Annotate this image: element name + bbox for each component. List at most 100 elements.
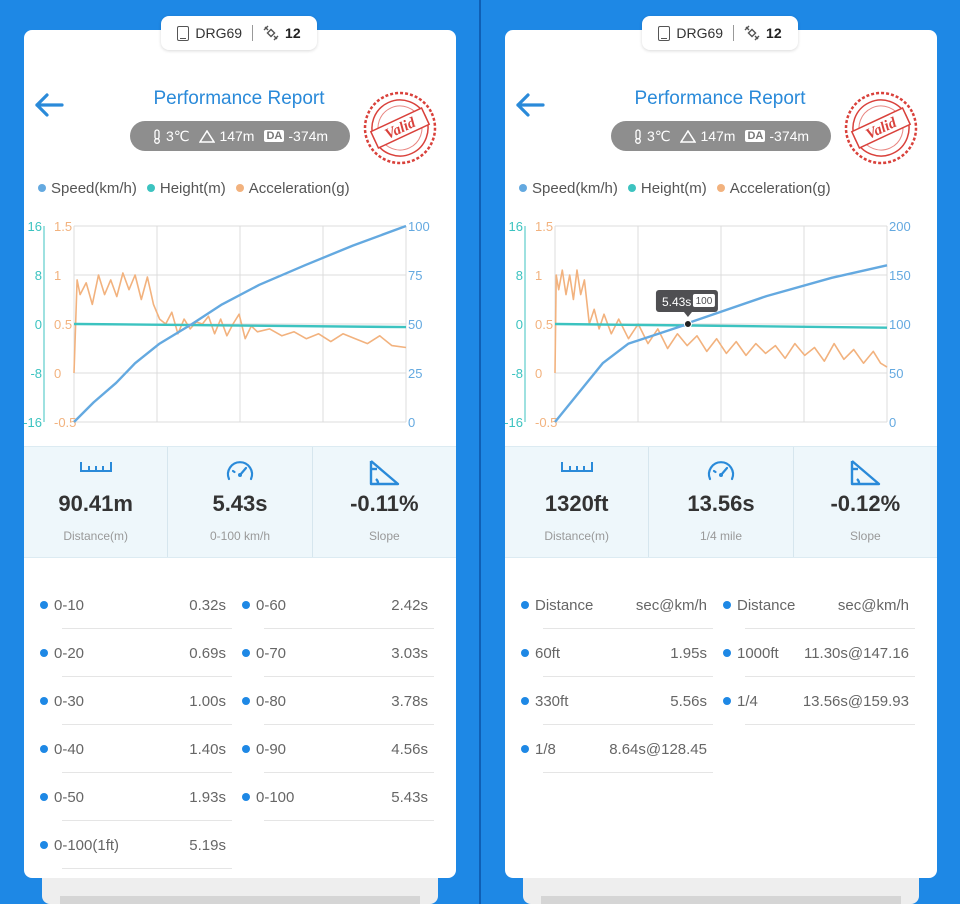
result-label: 0-90 <box>256 740 287 758</box>
valid-stamp: Valid <box>844 91 918 165</box>
speed_axis-tick-label: 25 <box>408 366 422 381</box>
stat-value: 13.56s <box>687 491 755 516</box>
speed_axis-tick-label: 75 <box>408 268 422 283</box>
result-label: Distance <box>535 596 594 614</box>
result-label: Distance <box>737 596 796 614</box>
result-value: sec@km/h <box>837 596 909 614</box>
satellite-icon <box>263 25 279 41</box>
page-title: Performance Report <box>634 88 806 109</box>
performance-chart[interactable]: 16 8 0 -8 -16 1.5 1 0.5 0 -0.5 200 150 100 50 0 5.43s 10… <box>505 204 937 454</box>
result-label: 1000ft <box>737 644 779 662</box>
screenshot-divider <box>479 0 481 904</box>
speed_axis-tick-label: 150 <box>889 268 911 283</box>
result-value: 3.03s <box>391 644 428 662</box>
summary-stats: 1320ft Distance(m) 13.56s 1/4 mile -0.12% Slo… <box>505 446 937 558</box>
speed_axis-tick-label: 200 <box>889 219 911 234</box>
legend-dot <box>627 184 636 192</box>
slope-icon <box>368 459 400 492</box>
report-card: Performance Report 3℃ 147m DA -374m <box>505 30 937 878</box>
result-label: 0-100(1ft) <box>54 836 120 854</box>
result-row: Distance sec@km/h <box>723 581 915 629</box>
bullet-icon <box>40 697 48 705</box>
result-value: 1.93s <box>189 788 226 806</box>
height_axis-tick-label: 16 <box>28 219 42 234</box>
height_axis-tick-label: -8 <box>30 366 42 381</box>
result-value: 0.32s <box>189 596 226 614</box>
accel_axis-tick-label: 1.5 <box>535 219 553 234</box>
result-label: 0-100 <box>256 788 295 806</box>
performance-chart[interactable]: 16 8 0 -8 -16 1.5 1 0.5 0 -0.5 100 75 50 25 0 <box>24 204 456 454</box>
legend-item[interactable]: Speed(km/h) <box>519 180 618 197</box>
height_axis-tick-label: 8 <box>516 268 523 283</box>
bullet-icon <box>40 649 48 657</box>
environment-badge: 3℃ 147m DA -374m <box>130 121 350 151</box>
legend-item[interactable]: Height(m) <box>146 180 226 197</box>
accel-series-line <box>73 272 407 374</box>
bullet-icon <box>40 745 48 753</box>
tooltip-time: 5.43s <box>662 295 691 309</box>
result-row: 0-100 5.43s <box>242 773 434 821</box>
bullet-icon <box>521 649 529 657</box>
back-arrow-icon[interactable] <box>32 88 66 122</box>
accel_axis-tick-label: 0 <box>535 366 542 381</box>
result-row: 0-40 1.40s <box>40 725 232 773</box>
bullet-icon <box>723 697 731 705</box>
bullet-icon <box>242 601 250 609</box>
speed-series-line <box>73 224 407 423</box>
density-altitude: -374m <box>769 128 810 144</box>
result-row: 0-60 2.42s <box>242 581 434 629</box>
legend-dot <box>146 184 155 192</box>
stat-slope: -0.11% Slope <box>311 447 456 557</box>
device-badge[interactable]: DRG69 12 <box>161 16 317 50</box>
satellite-count: 12 <box>285 25 301 41</box>
speed_axis-tick-label: 50 <box>889 366 903 381</box>
height_axis-tick-label: 0 <box>516 317 523 332</box>
result-label: 1/8 <box>535 740 556 758</box>
accel_axis-tick-label: 0 <box>54 366 61 381</box>
legend-item[interactable]: Height(m) <box>627 180 707 197</box>
ruler-icon <box>78 459 114 478</box>
legend-item[interactable]: Acceleration(g) <box>235 180 350 197</box>
result-label: 1/4 <box>737 692 758 710</box>
result-value: 5.56s <box>670 692 707 710</box>
legend-dot <box>716 184 725 192</box>
result-value: sec@km/h <box>635 596 707 614</box>
result-label: 330ft <box>535 692 569 710</box>
result-row: Distance sec@km/h <box>521 581 713 629</box>
device-badge[interactable]: DRG69 12 <box>642 16 798 50</box>
device-icon <box>658 25 671 41</box>
legend-item[interactable]: Speed(km/h) <box>38 180 137 197</box>
valid-stamp: Valid <box>363 91 437 165</box>
chart-tooltip: 5.43s 100 <box>655 290 718 317</box>
device-icon <box>177 25 190 41</box>
report-card: Performance Report 3℃ 147m DA -374m <box>24 30 456 878</box>
stat-speedometer: 13.56s 1/4 mile <box>648 447 792 557</box>
bullet-icon <box>242 745 250 753</box>
device-name: DRG69 <box>195 25 243 41</box>
bullet-icon <box>242 649 250 657</box>
height_axis-tick-label: -8 <box>511 366 523 381</box>
density-altitude: -374m <box>288 128 329 144</box>
legend-dot <box>38 184 46 192</box>
legend-label: Speed(km/h) <box>51 179 137 197</box>
svg-text:Valid: Valid <box>864 115 900 143</box>
result-value: 1.40s <box>189 740 226 758</box>
height_axis-tick-label: 16 <box>509 219 523 234</box>
stat-label: Slope <box>368 529 400 543</box>
result-value: 1.00s <box>189 692 226 710</box>
back-arrow-icon[interactable] <box>513 88 547 122</box>
satellite-icon <box>744 25 760 41</box>
result-row: 0-50 1.93s <box>40 773 232 821</box>
legend-item[interactable]: Acceleration(g) <box>716 180 831 197</box>
satellite-count: 12 <box>766 25 782 41</box>
stat-value: -0.11% <box>350 491 419 516</box>
thermometer-icon <box>153 128 160 144</box>
accel_axis-tick-label: 0.5 <box>54 317 72 332</box>
mountain-icon <box>680 129 697 143</box>
tooltip-marker <box>683 320 692 328</box>
speed_axis-tick-label: 100 <box>408 219 430 234</box>
bullet-icon <box>723 649 731 657</box>
accel_axis-tick-label: -0.5 <box>54 415 76 430</box>
height_axis-tick-label: -16 <box>24 415 42 430</box>
result-value: 5.43s <box>391 788 428 806</box>
